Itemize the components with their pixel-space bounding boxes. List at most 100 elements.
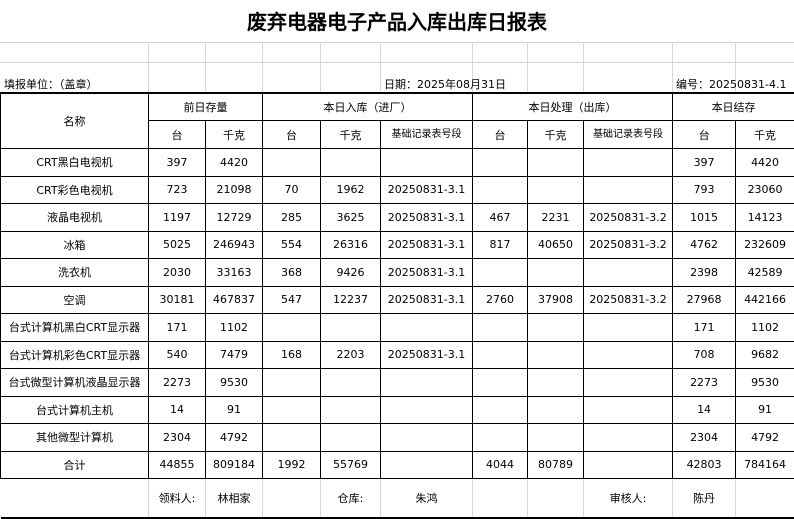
table-cell: 20250831-3.1 <box>381 341 473 369</box>
table-cell <box>381 369 473 397</box>
footer-blank <box>263 479 321 519</box>
item-name: 液晶电视机 <box>1 204 149 232</box>
table-cell: 21098 <box>206 176 263 204</box>
table-cell: 2304 <box>673 424 736 452</box>
table-cell <box>584 259 673 287</box>
table-cell: 91 <box>206 396 263 424</box>
table-cell: 467837 <box>206 286 263 314</box>
table-cell <box>381 424 473 452</box>
table-cell: 20250831-3.1 <box>381 286 473 314</box>
date-label: 日期：2025年08月31日 <box>384 76 506 92</box>
table-cell: 20250831-3.1 <box>381 176 473 204</box>
table-cell: 2231 <box>528 204 584 232</box>
header-prev: 前日存量 <box>149 93 263 121</box>
report-table: 名称 前日存量 本日入库（进厂） 本日处理（出库） 本日结存 台 千克 台 千克… <box>0 92 794 519</box>
header-in: 本日入库（进厂） <box>263 93 473 121</box>
table-cell <box>473 369 528 397</box>
reviewer-name: 陈丹 <box>673 479 736 519</box>
table-cell: 397 <box>673 149 736 177</box>
table-cell <box>528 369 584 397</box>
table-cell: 2273 <box>673 369 736 397</box>
table-cell: 368 <box>263 259 321 287</box>
table-cell <box>473 259 528 287</box>
table-cell: 40650 <box>528 231 584 259</box>
table-cell <box>473 314 528 342</box>
table-cell <box>473 341 528 369</box>
table-cell: 2760 <box>473 286 528 314</box>
table-cell <box>528 424 584 452</box>
table-cell: 708 <box>673 341 736 369</box>
table-cell <box>381 314 473 342</box>
table-cell <box>263 369 321 397</box>
table-cell: 20250831-3.2 <box>584 231 673 259</box>
table-cell <box>321 149 381 177</box>
table-cell: 42803 <box>673 451 736 479</box>
table-cell: 1992 <box>263 451 321 479</box>
table-cell: 1962 <box>321 176 381 204</box>
table-cell <box>381 396 473 424</box>
table-cell <box>381 149 473 177</box>
table-cell: 9530 <box>206 369 263 397</box>
table-cell: 1102 <box>206 314 263 342</box>
header-tai: 台 <box>473 121 528 149</box>
header-name: 名称 <box>1 93 149 149</box>
table-cell <box>473 424 528 452</box>
header-record: 基础记录表号段 <box>381 121 473 149</box>
header-kg: 千克 <box>736 121 794 149</box>
table-cell: 20250831-3.2 <box>584 204 673 232</box>
table-cell: 397 <box>149 149 206 177</box>
table-cell: 20250831-3.1 <box>381 231 473 259</box>
header-stock: 本日结存 <box>673 93 794 121</box>
table-cell: 2398 <box>673 259 736 287</box>
table-cell: 33163 <box>206 259 263 287</box>
table-cell: 809184 <box>206 451 263 479</box>
table-cell: 723 <box>149 176 206 204</box>
table-cell <box>321 396 381 424</box>
table-cell <box>473 149 528 177</box>
table-cell <box>584 451 673 479</box>
table-cell: 14123 <box>736 204 794 232</box>
header-kg: 千克 <box>206 121 263 149</box>
table-cell <box>263 424 321 452</box>
table-cell: 784164 <box>736 451 794 479</box>
report-title: 废弃电器电子产品入库出库日报表 <box>0 0 794 43</box>
table-cell <box>263 396 321 424</box>
table-cell: 14 <box>149 396 206 424</box>
table-cell: 42589 <box>736 259 794 287</box>
item-name: 台式计算机彩色CRT显示器 <box>1 341 149 369</box>
table-cell <box>473 176 528 204</box>
table-cell: 4420 <box>206 149 263 177</box>
table-cell <box>584 396 673 424</box>
table-cell <box>528 259 584 287</box>
item-name: 其他微型计算机 <box>1 424 149 452</box>
table-cell: 2203 <box>321 341 381 369</box>
item-name: 台式微型计算机液晶显示器 <box>1 369 149 397</box>
table-cell <box>321 424 381 452</box>
table-cell: 171 <box>673 314 736 342</box>
header-tai: 台 <box>263 121 321 149</box>
table-cell: 55769 <box>321 451 381 479</box>
receiver-name: 林相家 <box>206 479 263 519</box>
table-cell: 554 <box>263 231 321 259</box>
table-cell: 2304 <box>149 424 206 452</box>
table-cell <box>584 424 673 452</box>
table-cell <box>584 176 673 204</box>
table-cell <box>381 451 473 479</box>
table-cell: 2030 <box>149 259 206 287</box>
item-name: 台式计算机黑白CRT显示器 <box>1 314 149 342</box>
table-cell: 442166 <box>736 286 794 314</box>
reviewer-label: 审核人: <box>584 479 673 519</box>
table-cell <box>263 149 321 177</box>
warehouse-name: 朱鸿 <box>381 479 473 519</box>
table-cell <box>584 369 673 397</box>
table-cell: 547 <box>263 286 321 314</box>
table-cell <box>584 314 673 342</box>
item-name: 空调 <box>1 286 149 314</box>
header-out: 本日处理（出库） <box>473 93 673 121</box>
